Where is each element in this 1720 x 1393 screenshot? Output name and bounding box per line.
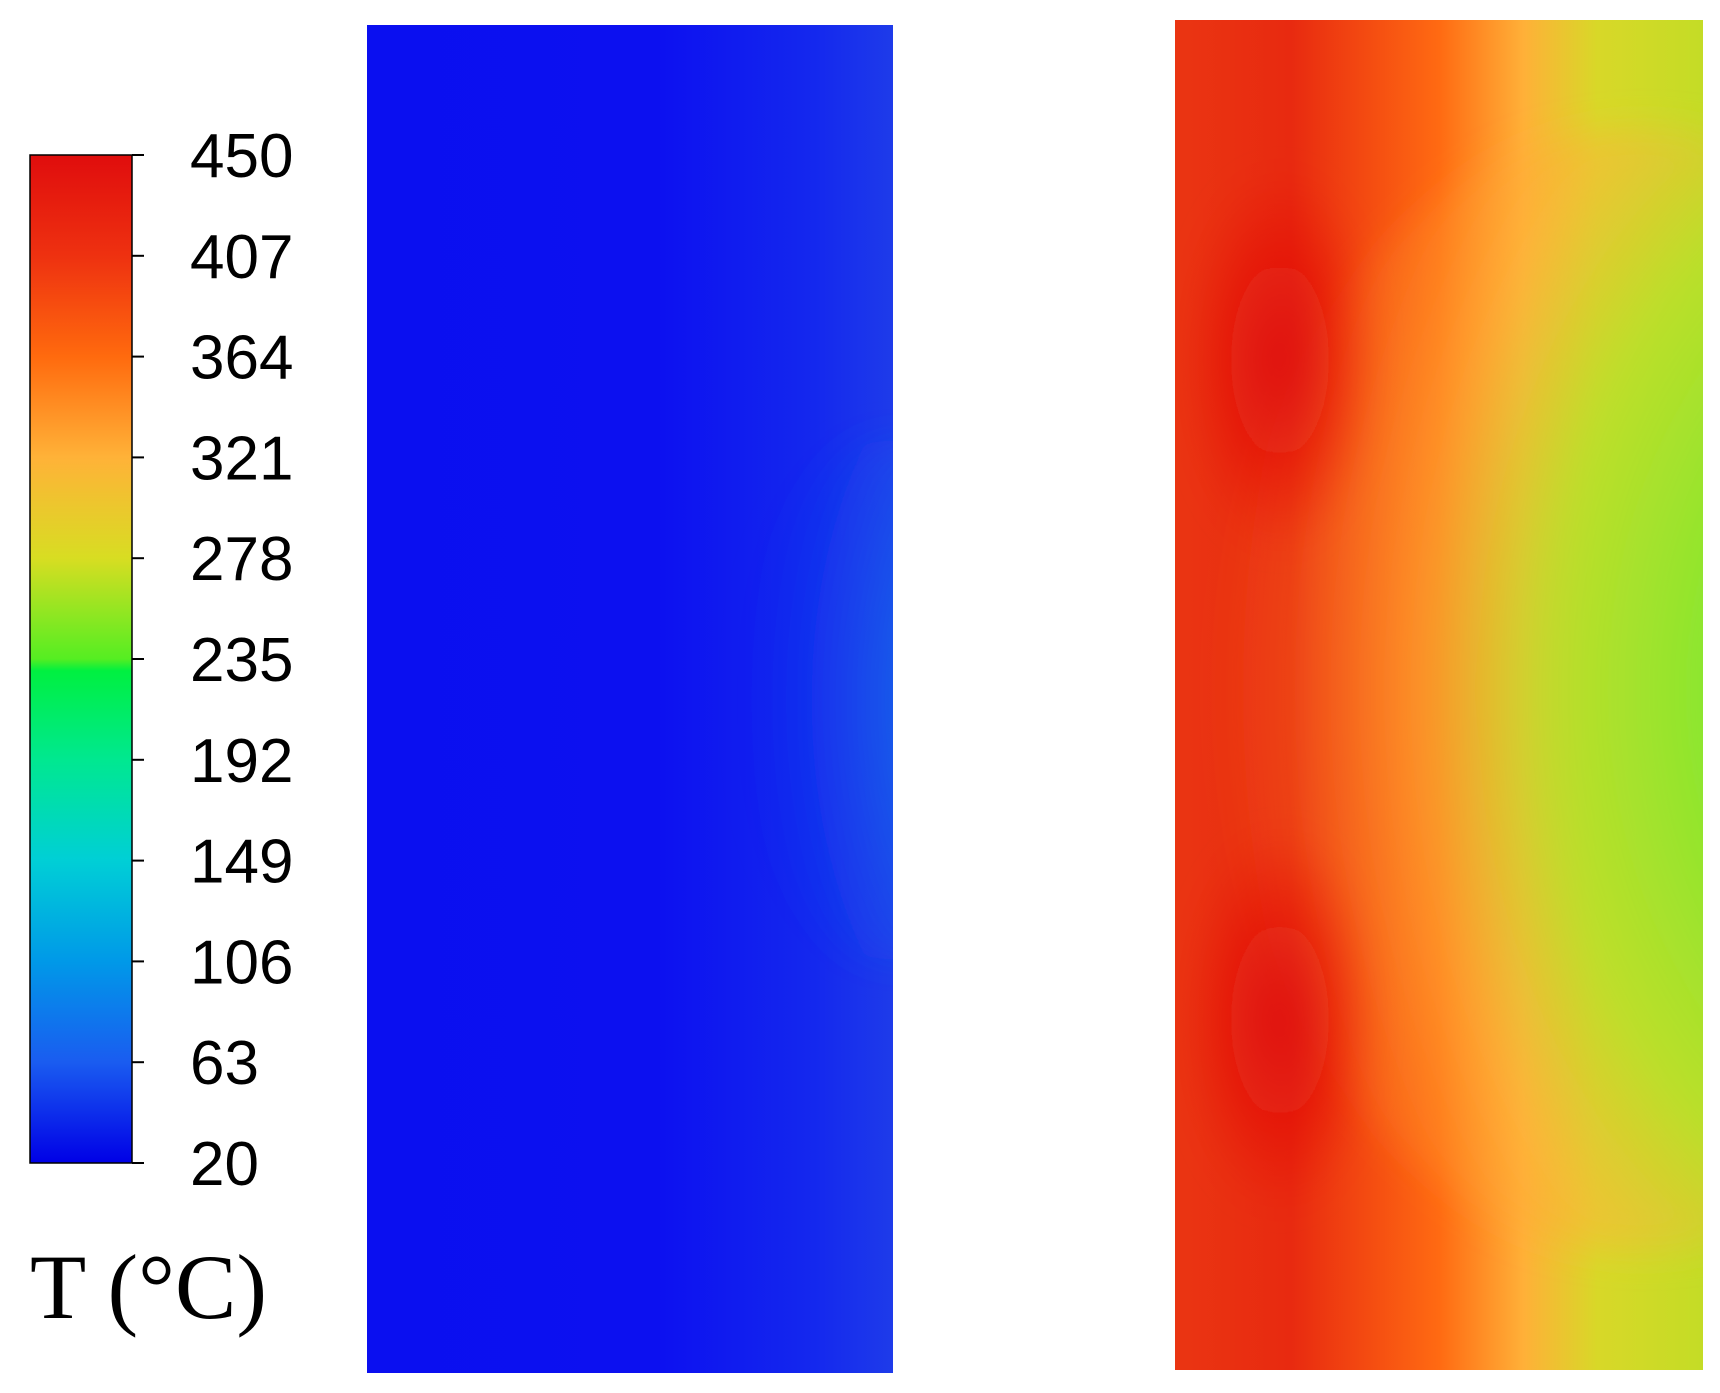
- quantity-label: T (°C): [30, 1236, 267, 1338]
- colorbar-tick-label: 235: [190, 626, 293, 695]
- right-temperature-field: [1175, 20, 1703, 1370]
- colorbar-tick-label: 278: [190, 525, 293, 594]
- colorbar-tick-label: 149: [190, 828, 293, 897]
- colorbar-tick-label: 364: [190, 324, 293, 393]
- colorbar-tick-label: 192: [190, 727, 293, 796]
- colorbar-ticks: 450 407 364 321 278 235 192 149 106 63 20: [132, 122, 293, 1199]
- colorbar-bar: [29, 154, 133, 1164]
- colorbar: 450 407 364 321 278 235 192 149 106 63 20: [29, 122, 293, 1199]
- colorbar-tick-label: 450: [190, 122, 293, 191]
- left-temperature-field: [367, 25, 893, 1373]
- colorbar-tick-label: 407: [190, 223, 293, 292]
- colorbar-tick-label: 321: [190, 424, 293, 493]
- colorbar-tick-label: 20: [190, 1130, 259, 1199]
- colorbar-tick-label: 106: [190, 928, 293, 997]
- colorbar-tick-label: 63: [190, 1029, 259, 1098]
